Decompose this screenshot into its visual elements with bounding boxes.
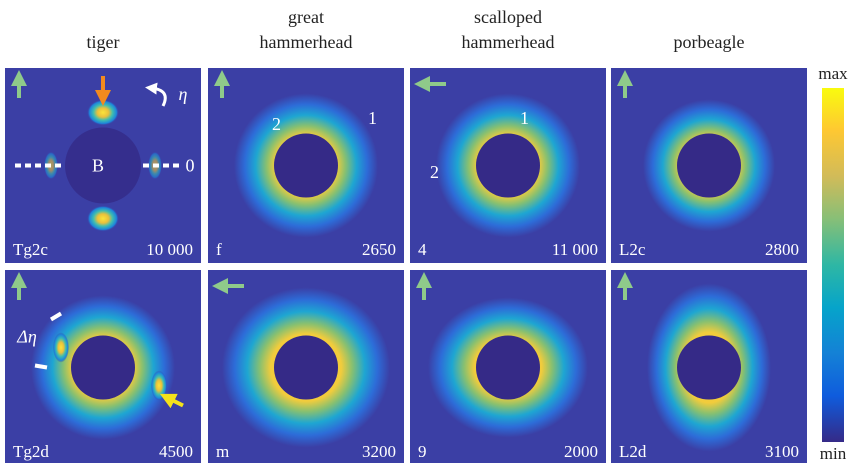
annotation: 0 (186, 156, 195, 176)
panels: B 0 η Tg2c 10 000 2 1 f 2650 1 2 4 11 000 L2c 2800 Δη Tg… (5, 68, 807, 463)
beamstop (274, 336, 338, 400)
sample-label: f (216, 240, 222, 259)
sample-label: m (216, 442, 229, 461)
beamstop (71, 336, 135, 400)
figure: B 0 η Tg2c 10 000 2 1 f 2650 1 2 4 11 000 L2c 2800 Δη Tg… (0, 0, 859, 463)
beamstop (274, 134, 338, 198)
intensity-label: 2650 (362, 240, 396, 259)
intensity-label: 4500 (159, 442, 193, 461)
sample-label: 4 (418, 240, 427, 259)
peak (87, 206, 119, 232)
annotation: 1 (368, 108, 377, 128)
peak (151, 371, 167, 401)
peak (53, 333, 69, 363)
sample-label: Tg2d (13, 442, 49, 461)
annotation: 2 (430, 162, 439, 182)
column-header: hammerhead (260, 32, 353, 52)
intensity-label: 3100 (765, 442, 799, 461)
intensity-label: 10 000 (146, 240, 193, 259)
intensity-label: 11 000 (552, 240, 598, 259)
annotation: 2 (272, 114, 281, 134)
sample-label: 9 (418, 442, 427, 461)
headers: tiger great hammerhead scalloped hammerhead p… (87, 7, 745, 52)
intensity-label: 2000 (564, 442, 598, 461)
beamstop (677, 134, 741, 198)
beamstop (476, 336, 540, 400)
column-header: tiger (87, 32, 120, 52)
sample-label: L2c (619, 240, 646, 259)
colorbar (822, 88, 844, 442)
column-header: great (288, 7, 324, 27)
sample-label: L2d (619, 442, 647, 461)
annotation: Δη (16, 327, 37, 347)
column-header: hammerhead (462, 32, 555, 52)
annotation: 1 (520, 108, 529, 128)
intensity-label: 3200 (362, 442, 396, 461)
colorbar-min: min (820, 444, 847, 463)
beamstop (677, 336, 741, 400)
annotation: η (179, 84, 188, 104)
column-header: porbeagle (674, 32, 745, 52)
peak (87, 100, 119, 126)
sample-label: Tg2c (13, 240, 48, 259)
annotation: B (92, 156, 104, 176)
column-header: scalloped (474, 7, 542, 27)
intensity-label: 2800 (765, 240, 799, 259)
beamstop (476, 134, 540, 198)
colorbar-max: max (818, 64, 848, 83)
tick (35, 366, 47, 368)
